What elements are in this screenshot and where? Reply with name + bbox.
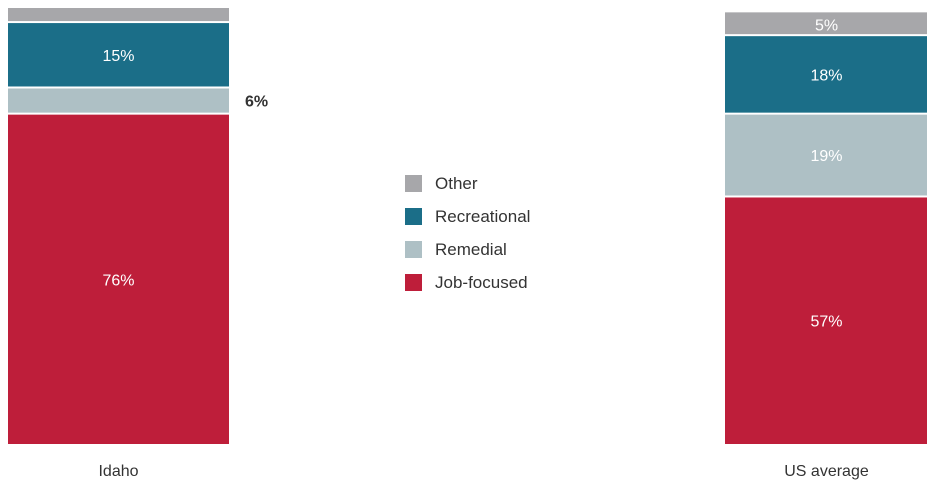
bar-segment-other-idaho: [8, 8, 229, 22]
legend-label: Other: [435, 173, 478, 193]
legend-label: Recreational: [435, 206, 531, 226]
category-label-us-average: US average: [784, 463, 869, 480]
legend-swatch: [405, 208, 422, 225]
data-label-remedial-us-average: 19%: [810, 148, 842, 165]
legend: Other Recreational Remedial Job-focused: [405, 167, 530, 299]
category-label-idaho: Idaho: [98, 463, 138, 480]
data-label-recreational-us-average: 18%: [810, 67, 842, 84]
bar-segment-recreational-idaho: [8, 23, 229, 87]
legend-item-job-focused: Job-focused: [405, 266, 530, 299]
bar-segment-recreational-us-average: [725, 36, 927, 113]
bar-segment-remedial-idaho: [8, 88, 229, 113]
legend-swatch: [405, 274, 422, 291]
legend-swatch: [405, 175, 422, 192]
legend-swatch: [405, 241, 422, 258]
legend-item-recreational: Recreational: [405, 200, 530, 233]
data-label-recreational-idaho: 15%: [102, 48, 134, 65]
data-label-job-focused-us-average: 57%: [810, 314, 842, 331]
legend-item-other: Other: [405, 167, 530, 200]
bar-segment-other-us-average: [725, 12, 927, 35]
bar-segment-job-focused-us-average: [725, 197, 927, 444]
data-label-job-focused-idaho: 76%: [102, 272, 134, 289]
data-label-remedial-idaho: 6%: [245, 94, 268, 111]
data-label-other-us-average: 5%: [815, 17, 838, 34]
legend-item-remedial: Remedial: [405, 233, 530, 266]
bar-segment-remedial-us-average: [725, 114, 927, 196]
legend-label: Job-focused: [435, 272, 528, 292]
legend-label: Remedial: [435, 239, 507, 259]
bar-segment-job-focused-idaho: [8, 114, 229, 444]
